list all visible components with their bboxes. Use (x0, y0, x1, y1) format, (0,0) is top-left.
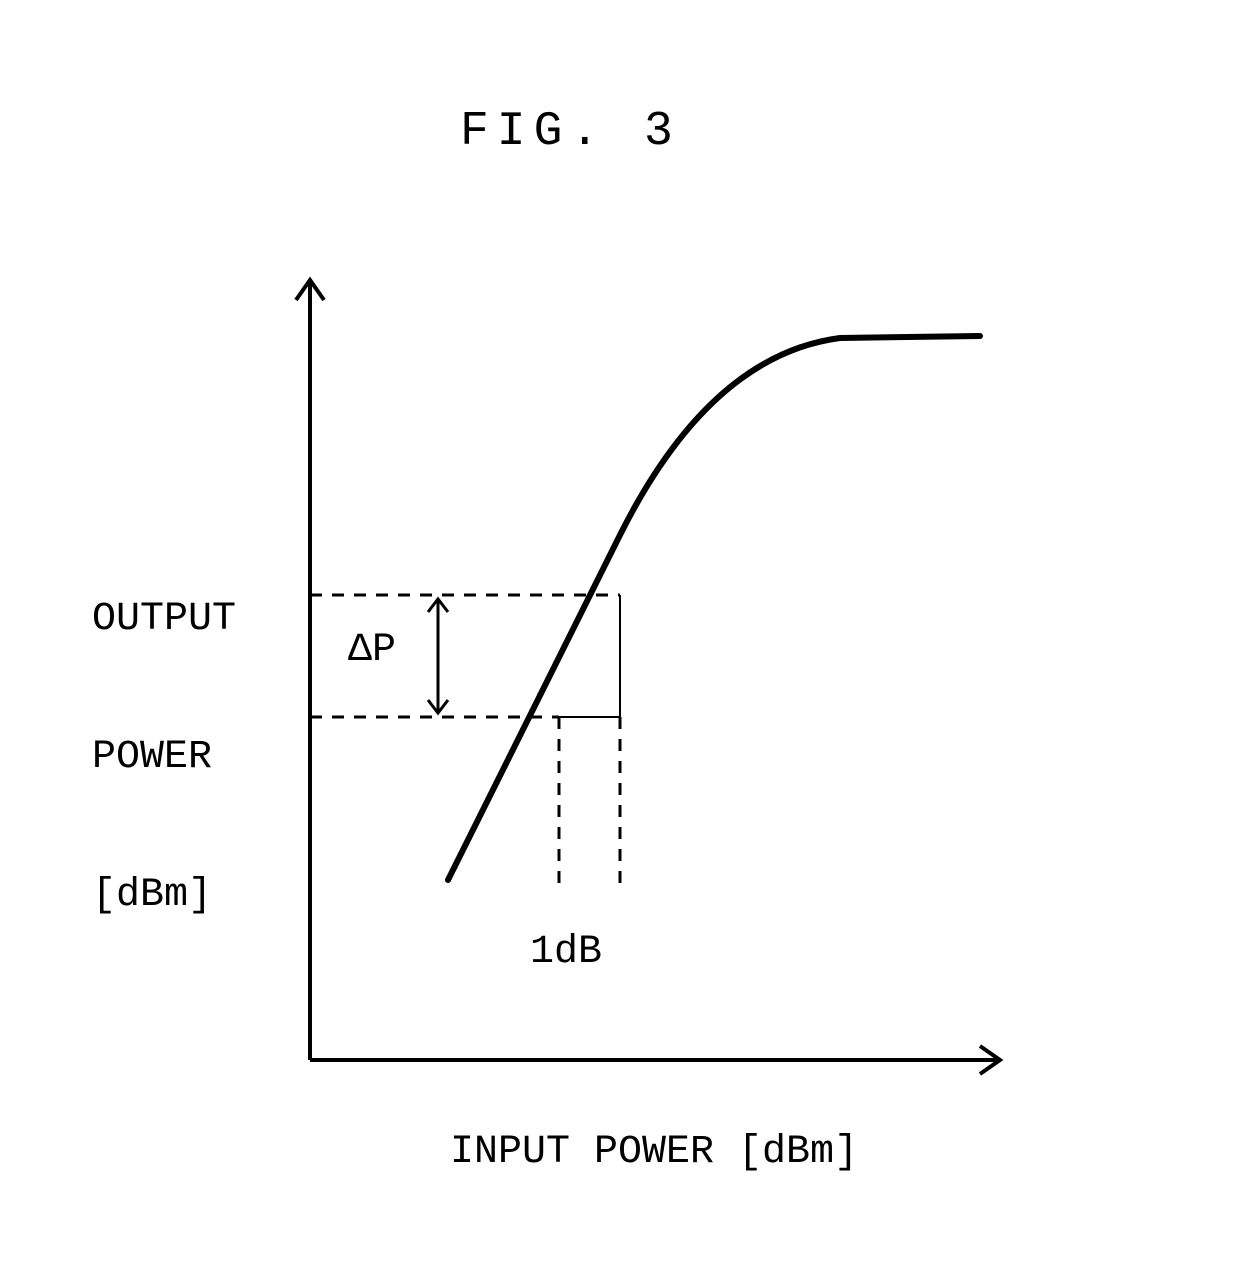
figure-title: FIG. 3 (460, 105, 681, 159)
chart-plot (100, 250, 1150, 1150)
gain-curve (448, 336, 980, 880)
